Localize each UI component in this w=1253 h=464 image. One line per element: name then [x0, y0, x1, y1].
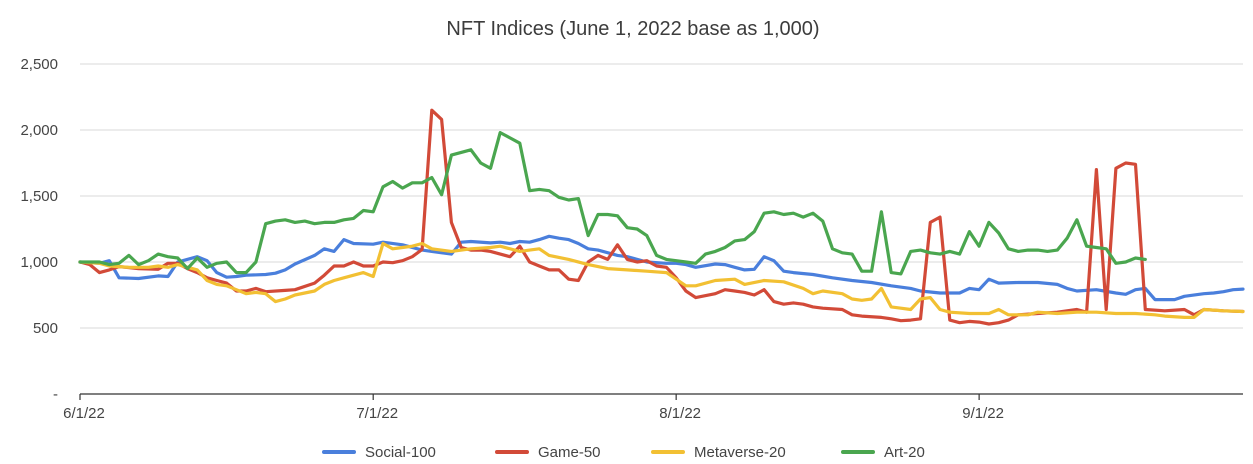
series-line-art-20	[78, 131, 1147, 276]
legend-item: Metaverse-20	[651, 444, 786, 461]
legend-item: Game-50	[495, 444, 601, 461]
x-tick-label: 8/1/22	[659, 405, 701, 422]
chart-title: NFT Indices (June 1, 2022 base as 1,000)	[446, 18, 819, 40]
series-line-social-100	[78, 234, 1245, 302]
y-tick-label: -	[53, 386, 58, 403]
series-line-metaverse-20	[78, 241, 1245, 319]
x-axis-ticks: 6/1/22 7/1/22 8/1/22 9/1/22	[63, 394, 1004, 422]
legend-item: Art-20	[841, 444, 925, 461]
y-axis-ticks: - 500 1,000 1,500 2,000 2,500	[20, 56, 58, 403]
legend-item: Social-100	[322, 444, 436, 461]
y-tick-label: 2,500	[20, 56, 58, 73]
y-tick-label: 1,500	[20, 188, 58, 205]
grid-lines	[80, 63, 1243, 395]
legend: Social-100 Game-50 Metaverse-20 Art-20	[322, 444, 925, 461]
y-tick-label: 2,000	[20, 122, 58, 139]
legend-label: Metaverse-20	[694, 444, 786, 461]
x-tick-label: 6/1/22	[63, 405, 105, 422]
series-lines	[78, 108, 1245, 326]
legend-label: Art-20	[884, 444, 925, 461]
series-line-game-50	[78, 108, 1245, 326]
y-tick-label: 500	[33, 320, 58, 337]
x-tick-label: 9/1/22	[962, 405, 1004, 422]
y-tick-label: 1,000	[20, 254, 58, 271]
x-tick-label: 7/1/22	[356, 405, 398, 422]
legend-label: Game-50	[538, 444, 601, 461]
legend-label: Social-100	[365, 444, 436, 461]
